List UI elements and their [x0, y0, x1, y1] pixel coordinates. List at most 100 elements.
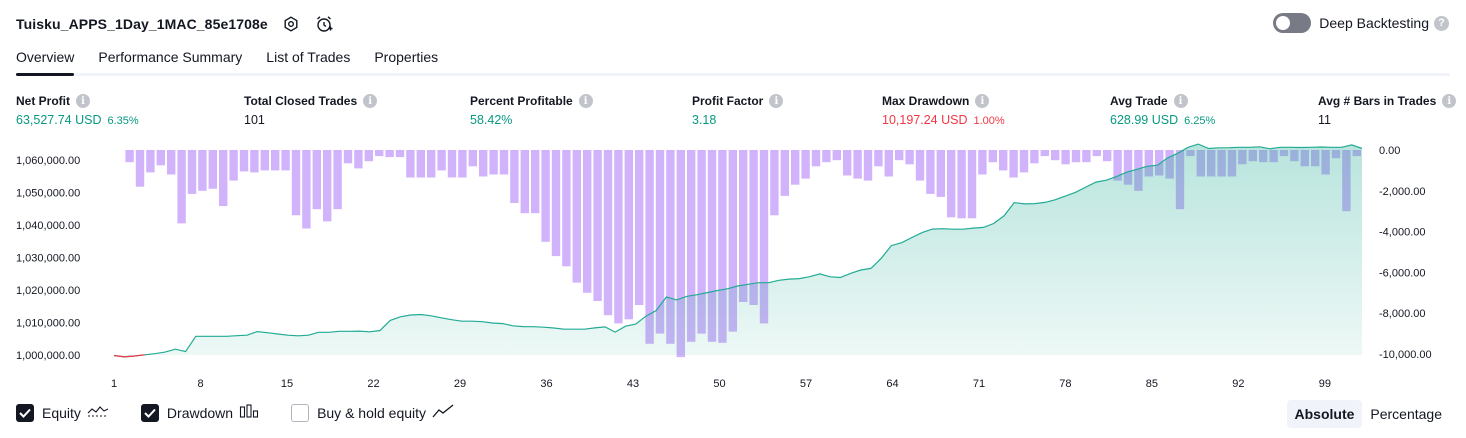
avg-trade-pct: 6.25%: [1184, 115, 1216, 127]
tab-performance-summary[interactable]: Performance Summary: [98, 49, 243, 65]
drawdown-bar: [198, 150, 207, 191]
drawdown-bar: [645, 150, 654, 344]
drawdown-bar: [385, 150, 394, 158]
settings-icon[interactable]: [281, 14, 301, 34]
drawdown-bar: [1123, 150, 1133, 185]
x-axis-tick-label: 36: [540, 378, 552, 390]
x-axis-tick-label: 71: [973, 378, 985, 390]
info-icon[interactable]: i: [363, 94, 378, 108]
drawdown-bar: [146, 150, 155, 173]
drawdown-bar: [250, 150, 259, 173]
drawdown-bar: [354, 150, 363, 169]
drawdown-bar: [271, 150, 280, 171]
x-axis: 1 8 15 22 29 36 43 50 57 64 71 78 85 92 99: [111, 378, 1331, 390]
tab-bar: Overview Performance Summary List of Tra…: [16, 44, 1450, 76]
legend-drawdown[interactable]: Drawdown: [140, 403, 259, 422]
drawdown-bar: [718, 150, 727, 343]
buy-hold-checkbox[interactable]: [291, 403, 310, 422]
max-drawdown-value: 10,197.24 USD: [882, 113, 968, 127]
drawdown-bar: [291, 150, 301, 216]
info-icon[interactable]: i: [975, 94, 990, 108]
help-icon[interactable]: ?: [1434, 15, 1449, 31]
drawdown-bar: [219, 150, 228, 207]
deep-backtesting-toggle[interactable]: [1273, 13, 1312, 33]
equity-label: Equity: [42, 404, 81, 421]
drawdown-bar: [728, 150, 737, 332]
drawdown-bar: [843, 150, 852, 176]
metric-avg-bars: Avg # Bars in Trades i 11: [1318, 94, 1457, 127]
info-icon[interactable]: i: [769, 94, 784, 108]
metric-percent-profitable: Percent Profitable i 58.42%: [470, 94, 593, 127]
info-icon[interactable]: i: [578, 94, 593, 108]
drawdown-bar: [666, 150, 675, 344]
tab-list-of-trades[interactable]: List of Trades: [266, 49, 351, 65]
absolute-button[interactable]: Absolute: [1286, 400, 1363, 428]
right-axis-tick-label: -4,000.00: [1379, 227, 1425, 239]
avg-bars-value: 11: [1318, 113, 1331, 127]
left-axis-tick-label: 1,000,000.00: [16, 350, 80, 362]
drawdown-bar: [208, 150, 217, 189]
x-axis-tick-label: 85: [1146, 378, 1158, 390]
drawdown-bar: [499, 150, 509, 175]
equity-drawdown-chart[interactable]: 1,060,000.00 1,050,000.00 1,040,000.00 1,03…: [0, 140, 1466, 396]
trend-line-icon: [432, 403, 454, 422]
drawdown-bar: [1144, 150, 1153, 177]
drawdown-bar: [749, 150, 758, 305]
metric-net-profit: Net Profit i 63,527.74 USD 6.35%: [16, 94, 139, 127]
x-axis-tick-label: 64: [886, 378, 898, 390]
percent-profitable-label: Percent Profitable: [470, 94, 573, 108]
legend-buy-hold[interactable]: Buy & hold equity: [291, 403, 454, 422]
info-icon[interactable]: i: [76, 94, 90, 108]
drawdown-bar: [603, 150, 613, 316]
drawdown-bar: [780, 150, 789, 196]
metric-profit-factor: Profit Factor i 3.18: [692, 94, 784, 127]
metric-max-drawdown: Max Drawdown i 10,197.24 USD 1.00%: [882, 94, 1005, 127]
avg-bars-label: Avg # Bars in Trades: [1318, 94, 1437, 108]
drawdown-bar: [832, 150, 841, 161]
drawdown-bar: [739, 150, 748, 302]
metric-avg-trade: Avg Trade i 628.99 USD 6.25%: [1110, 94, 1215, 127]
drawdown-bar: [416, 150, 425, 178]
tab-overview[interactable]: Overview: [16, 44, 75, 76]
drawdown-bar: [479, 150, 488, 177]
drawdown-bar: [1103, 150, 1112, 162]
drawdown-bars: [125, 150, 1361, 358]
drawdown-bar: [458, 150, 467, 178]
avg-trade-label: Avg Trade: [1110, 94, 1168, 108]
drawdown-bar: [791, 150, 800, 185]
drawdown-checkbox[interactable]: [140, 403, 159, 422]
drawdown-bar: [978, 150, 987, 175]
left-axis-tick-label: 1,020,000.00: [16, 285, 80, 297]
x-axis-tick-label: 15: [281, 378, 293, 390]
drawdown-bar: [1155, 150, 1164, 176]
alert-clock-icon[interactable]: [314, 14, 334, 34]
right-axis-tick-label: 0.00: [1379, 145, 1400, 157]
drawdown-bar: [583, 150, 592, 293]
drawdown-bar: [187, 150, 197, 194]
equity-line-icon: [87, 403, 109, 422]
drawdown-bar: [853, 150, 862, 179]
drawdown-bar: [510, 150, 519, 203]
drawdown-bar: [593, 150, 602, 301]
tab-properties[interactable]: Properties: [374, 49, 439, 65]
total-closed-trades-value: 101: [244, 113, 265, 127]
drawdown-bar: [811, 150, 821, 167]
right-axis-tick-label: -2,000.00: [1379, 186, 1425, 198]
drawdown-bar: [874, 150, 883, 167]
equity-checkbox[interactable]: [16, 403, 34, 422]
left-axis-tick-label: 1,010,000.00: [16, 318, 80, 330]
drawdown-bar: [1082, 150, 1091, 163]
legend-equity[interactable]: Equity: [16, 403, 109, 422]
drawdown-bar: [406, 150, 415, 178]
x-axis-tick-label: 57: [800, 378, 812, 390]
strategy-header: Tuisku_APPS_1Day_1MAC_85e1708e: [16, 12, 334, 36]
info-icon[interactable]: i: [1442, 94, 1457, 108]
drawdown-bar: [167, 150, 176, 175]
info-icon[interactable]: i: [1173, 94, 1188, 108]
drawdown-bar: [260, 150, 269, 171]
drawdown-bar: [614, 150, 623, 324]
drawdown-bar: [281, 150, 290, 171]
percentage-button[interactable]: Percentage: [1370, 406, 1442, 422]
drawdown-bar: [125, 150, 134, 163]
drawdown-bar: [947, 150, 956, 218]
